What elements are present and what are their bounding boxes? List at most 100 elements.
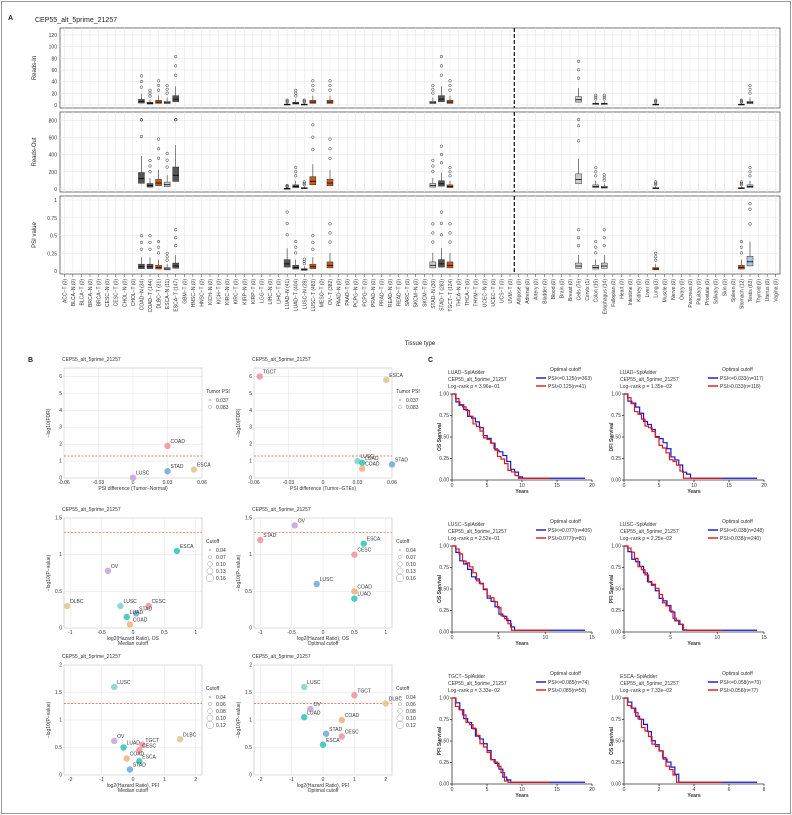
y-tick-label: 0.75 — [439, 413, 449, 419]
outlier-point — [594, 174, 598, 178]
bubble-point — [351, 551, 358, 558]
point-label: DLBC — [183, 732, 197, 738]
bubble-point — [132, 610, 140, 617]
point-label: CESC — [345, 730, 359, 736]
legend-label-low: PSI<=0.058(n=70) — [720, 680, 761, 686]
panelA-xlabel: Tissue type — [405, 341, 436, 347]
x-tick-label: READ−T (0) — [397, 279, 403, 307]
bubble-point — [136, 758, 143, 765]
legend-title: Optimal cutoff — [722, 367, 753, 373]
y-tick-label: 3 — [59, 425, 62, 431]
outlier-point — [294, 245, 298, 249]
y-tick-label: 1 — [54, 198, 57, 204]
y-tick-label: 0.00 — [439, 478, 449, 484]
legend-swatch — [205, 721, 214, 730]
box — [138, 172, 145, 184]
x-tick-label: Bladder (0) — [542, 279, 548, 304]
legend-swatch — [398, 555, 402, 559]
legend-swatch — [397, 708, 403, 714]
outlier-point — [311, 88, 315, 92]
point-label: DLBC — [389, 697, 403, 703]
km-subtitle: CEP55_alt_5prime_21257 — [620, 529, 679, 535]
outlier-point — [431, 169, 435, 174]
outlier-point — [448, 83, 452, 87]
x-tick-label: HNSC−N (0) — [191, 279, 197, 308]
km-subtitle: CEP55_alt_5prime_21257 — [448, 377, 507, 383]
panelB-plot: CEP55_alt_5prime_21257 -2 -1 0 1 2 0 0.5 1 1.5 2 lo… — [236, 654, 416, 794]
x-tick-label: UCEC−N (0) — [482, 279, 488, 308]
legend-label-low: PSI<=0.038(n=248) — [720, 528, 764, 534]
km-curve-low — [624, 697, 757, 783]
legend-label: 0.083 — [216, 405, 229, 411]
legend-swatch — [207, 708, 213, 714]
km-curve-low — [452, 697, 585, 783]
legend-title: Cutoff — [396, 686, 410, 692]
outlier-point — [148, 169, 152, 174]
point-label: ESCA — [367, 537, 381, 543]
outlier-point — [302, 98, 306, 102]
y-tick-label: 0.5 — [50, 234, 57, 240]
point-label: ESCA — [389, 373, 403, 379]
km-curve-high — [452, 697, 550, 783]
km-subtitle: CEP55_alt_5prime_21257 — [620, 681, 679, 687]
outlier-point — [311, 123, 315, 127]
legend-swatch — [208, 695, 212, 699]
bubble-point — [104, 567, 112, 574]
y-tick-label: 20 — [51, 91, 57, 97]
outlier-point — [174, 73, 178, 77]
point-label: COAD — [357, 584, 372, 590]
legend-label: 0.04 — [406, 548, 416, 554]
outlier-point — [577, 139, 581, 143]
point-label: CESC — [142, 743, 156, 749]
bubble-point — [145, 602, 152, 610]
outlier-point — [739, 99, 743, 103]
bubble-point — [300, 714, 308, 721]
box — [446, 261, 454, 269]
x-tick-label: -0.5 — [287, 630, 296, 636]
x-tick-label: 15 — [761, 635, 767, 641]
y-tick-label: 1.00 — [611, 544, 621, 550]
legend-label: 0.10 — [216, 562, 226, 568]
legend-swatch — [208, 555, 212, 559]
x-tick-label: 0 — [322, 630, 325, 636]
x-tick-label: BLCA−T (0) — [79, 279, 85, 306]
bubble-point — [383, 376, 390, 384]
outlier-point — [148, 234, 152, 238]
point-label: TGCT — [357, 688, 371, 694]
x-tick-label: COAD−T (144) — [148, 279, 154, 313]
x-axis-label-2: Median cutoff — [118, 788, 149, 794]
legend-label: 0.10 — [406, 716, 416, 722]
x-tick-label: THCA−T (0) — [465, 279, 471, 306]
y-tick-label: 0.75 — [611, 413, 621, 419]
x-tick-label: -0.03 — [93, 480, 105, 486]
x-tick-label: ACC−T (0) — [62, 279, 68, 303]
y-tick-label: 0.50 — [439, 587, 449, 593]
bubble-point — [291, 522, 298, 529]
km-curve-high — [624, 545, 722, 631]
legend-swatch — [396, 721, 405, 730]
x-axis-label-2: Optimal cutoff — [308, 641, 339, 647]
panelC-plot: LUAD−SplAdderCEP55_alt_5prime_21257Log−r… — [609, 367, 767, 495]
box — [438, 259, 445, 268]
km-title: LUAD−SplAdder — [448, 370, 485, 376]
y-tick-label: 0.75 — [611, 565, 621, 571]
outlier-point — [157, 239, 161, 244]
legend-label: 0.12 — [216, 723, 226, 729]
legend-swatch — [397, 561, 403, 567]
outlier-point — [739, 181, 743, 185]
x-tick-label: 0.06 — [387, 480, 397, 486]
km-title: LUSC−SplAdder — [448, 522, 485, 528]
x-tick-label: 0 — [132, 480, 135, 486]
outlier-point — [448, 166, 452, 170]
outlier-point — [302, 180, 306, 184]
y-tick-label: 1 — [59, 552, 62, 558]
legend-swatch — [208, 398, 212, 402]
outlier-point — [594, 170, 598, 174]
outlier-point — [302, 100, 306, 104]
x-tick-label: 0 — [623, 635, 626, 641]
bubble-point — [110, 683, 118, 691]
x-tick-label: KIRC−N (0) — [225, 279, 231, 305]
point-label: STAD — [263, 533, 276, 539]
legend-swatch — [208, 405, 212, 409]
outlier-point — [654, 98, 658, 102]
